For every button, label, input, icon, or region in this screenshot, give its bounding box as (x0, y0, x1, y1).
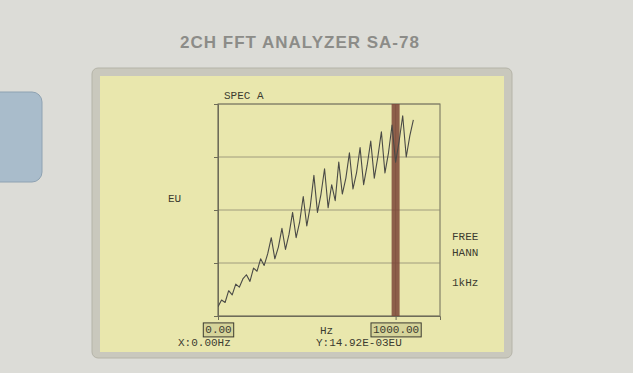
annotation: HANN (452, 247, 478, 259)
x-tick-label: 1000.00 (373, 324, 419, 336)
y-tick (214, 263, 218, 264)
annotation: 1kHz (452, 277, 478, 289)
grid-line-y (218, 104, 440, 105)
y-axis (214, 105, 219, 317)
lcd-screen (100, 76, 504, 352)
x-axis-line (219, 317, 441, 321)
y-tick (214, 104, 218, 105)
y-tick-mark (214, 157, 218, 158)
x-tick: 1000.00 (371, 316, 421, 337)
y-tick-mark (214, 263, 218, 264)
side-button (0, 92, 42, 182)
x-tick-box (371, 323, 421, 337)
screen-bezel (92, 68, 512, 358)
plot-area (218, 116, 413, 307)
annotation: X:0.00Hz (178, 337, 231, 349)
chart-title: SPEC A (224, 90, 264, 102)
device-body (0, 0, 633, 373)
y-tick-mark (214, 316, 218, 317)
y-axis-line (214, 105, 219, 317)
y-tick (214, 210, 218, 211)
grid-line-y (218, 210, 440, 211)
x-tick-mark (396, 316, 397, 320)
device-label: 2CH FFT ANALYZER SA-78 (180, 33, 420, 52)
spectrum-line (218, 116, 413, 307)
y-tick-mark (214, 104, 218, 105)
device-photo: 2CH FFT ANALYZER SA-78 0.00 1000.00 SPEC A E… (0, 0, 633, 373)
y-tick-mark (214, 210, 218, 211)
annotation: Y:14.92E-03EU (316, 337, 402, 349)
grid-line-y (218, 263, 440, 264)
plot-frame (218, 104, 440, 316)
grid (218, 104, 440, 316)
annotation: FREE (452, 231, 479, 243)
x-tick-box (203, 323, 233, 337)
y-tick (214, 316, 218, 317)
y-label: EU (168, 193, 181, 205)
x-label: Hz (320, 325, 333, 337)
y-tick (214, 157, 218, 158)
x-tick-label: 0.00 (205, 324, 231, 336)
x-axis: 0.00 1000.00 (203, 316, 440, 337)
x-tick: 0.00 (203, 316, 233, 337)
